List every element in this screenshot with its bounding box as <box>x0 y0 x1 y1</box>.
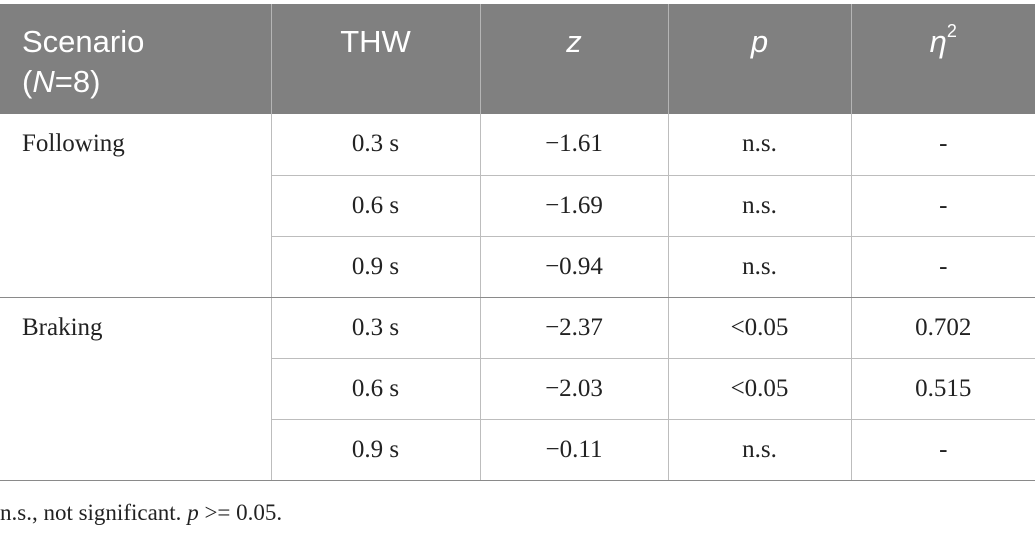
eta2-cell: - <box>851 419 1035 481</box>
eta2-cell: 0.702 <box>851 297 1035 359</box>
table-row: 0.6 s −1.69 n.s. - <box>0 175 1035 237</box>
header-eta-symbol: η <box>929 24 947 59</box>
z-cell: −2.03 <box>480 358 669 420</box>
thw-cell: 0.9 s <box>271 236 481 298</box>
header-scenario-label: Scenario <box>22 24 145 59</box>
header-thw: THW <box>271 4 481 114</box>
eta2-cell: 0.515 <box>851 358 1035 420</box>
p-cell: n.s. <box>668 114 852 176</box>
p-cell: <0.05 <box>668 297 852 359</box>
p-cell: n.s. <box>668 175 852 237</box>
header-eta-superscript: 2 <box>946 21 957 41</box>
z-cell: −1.69 <box>480 175 669 237</box>
eta2-cell: - <box>851 114 1035 176</box>
z-cell: −1.61 <box>480 114 669 176</box>
scenario-cell: Braking <box>0 297 272 481</box>
header-eta-squared: η2 <box>851 4 1035 114</box>
header-scenario-open-paren: ( <box>22 64 33 99</box>
footnote-prefix: n.s., not significant. <box>0 500 188 525</box>
thw-cell: 0.9 s <box>271 419 481 481</box>
thw-cell: 0.3 s <box>271 297 481 359</box>
z-cell: −0.11 <box>480 419 669 481</box>
header-p: p <box>668 4 852 114</box>
table-footnote: n.s., not significant. p >= 0.05. <box>0 500 282 526</box>
thw-cell: 0.6 s <box>271 358 481 420</box>
thw-cell: 0.3 s <box>271 114 481 176</box>
p-cell: <0.05 <box>668 358 852 420</box>
table-row: 0.6 s −2.03 <0.05 0.515 <box>0 358 1035 420</box>
header-thw-label: THW <box>340 24 411 59</box>
header-p-label: p <box>750 24 769 59</box>
table-header: Scenario (N=8) THW z p η2 <box>0 4 1035 114</box>
header-n-symbol: N <box>32 64 55 99</box>
table-body: Following 0.3 s −1.61 n.s. - 0.6 s −1.69… <box>0 114 1035 481</box>
thw-cell: 0.6 s <box>271 175 481 237</box>
header-row: Scenario (N=8) THW z p η2 <box>0 4 1035 114</box>
results-table: Scenario (N=8) THW z p η2 Following <box>0 4 1035 481</box>
header-n-value: =8) <box>54 64 101 99</box>
p-cell: n.s. <box>668 419 852 481</box>
footnote-suffix: >= 0.05. <box>198 500 283 525</box>
table-row: 0.9 s −0.94 n.s. - <box>0 236 1035 298</box>
footnote-p-symbol: p <box>187 500 199 525</box>
z-cell: −2.37 <box>480 297 669 359</box>
p-cell: n.s. <box>668 236 852 298</box>
table-row: 0.9 s −0.11 n.s. - <box>0 419 1035 481</box>
z-cell: −0.94 <box>480 236 669 298</box>
header-z: z <box>480 4 669 114</box>
scenario-cell: Following <box>0 114 272 298</box>
table-row: Following 0.3 s −1.61 n.s. - <box>0 114 1035 298</box>
eta2-cell: - <box>851 236 1035 298</box>
table-row: Braking 0.3 s −2.37 <0.05 0.702 <box>0 297 1035 481</box>
header-scenario: Scenario (N=8) <box>0 4 272 114</box>
eta2-cell: - <box>851 175 1035 237</box>
header-z-label: z <box>566 24 582 59</box>
